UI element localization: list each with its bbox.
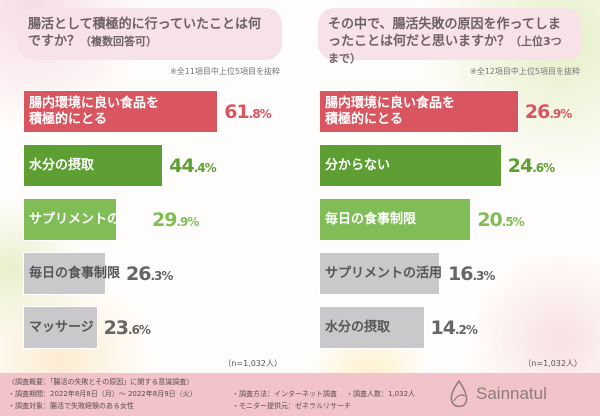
- bar: [23, 252, 107, 295]
- bar-value-int: 44: [169, 154, 194, 177]
- bar-value: 61.8%: [224, 100, 272, 123]
- bar-row: 分からない 24.6%: [319, 144, 571, 187]
- bar-value-int: 24: [507, 154, 533, 177]
- right-sample-size: （n=1,032人）: [523, 359, 582, 368]
- bar-value-int: 16: [448, 262, 473, 285]
- bar-label-line: 毎日の食事制限: [325, 211, 417, 227]
- bar-label: マッサージ: [23, 320, 98, 336]
- bar-value-dec: .9%: [176, 214, 199, 229]
- bar-label-line: 毎日の食事制限: [29, 265, 121, 281]
- bar-value: 23.6%: [103, 316, 151, 339]
- bar-value-int: 20: [477, 208, 502, 231]
- bar-value-dec: .5%: [501, 214, 525, 229]
- bar-label: 毎日の食事制限: [23, 266, 120, 282]
- survey-period: ・調査期間：2022年8月8日（月）～ 2022年8月9日（火）: [8, 390, 197, 398]
- bar-label-line: マッサージ: [29, 319, 94, 335]
- bar: [23, 144, 164, 187]
- right-question: その中で、腸活失敗の原因を作ってしまったことは何だと思いますか？（上位3つまで）: [318, 8, 582, 65]
- bar-value: 29.9%: [152, 208, 199, 231]
- brand-logo: Sainnatul: [448, 379, 547, 409]
- survey-target: ・調査対象：腸活で失敗経験のある女性: [8, 402, 134, 410]
- bar-value-int: 29: [152, 208, 177, 231]
- bar-label-line: 水分の摂取: [29, 157, 95, 173]
- survey-provider: ・モニター提供元：ゼネラルリサーチ: [232, 402, 351, 410]
- left-question: 腸活として積極的に行っていたことは何ですか？（複数回答可）: [18, 8, 282, 60]
- right-note: ※全12項目中上位5項目を抜粋: [470, 67, 580, 76]
- right-bars: 腸内環境に良い食品を 積極的にとる 26.9% 分からない 24.6% 毎日の食事制限 20…: [319, 90, 572, 360]
- bar-label: 水分の摂取: [23, 158, 163, 174]
- bar-label: 毎日の食事制限: [319, 212, 471, 228]
- bar-value-dec: .2%: [454, 322, 478, 337]
- bar-value: 14.2%: [430, 316, 478, 339]
- bar-value: 20.5%: [477, 208, 525, 231]
- drop-leaf-icon: [450, 379, 468, 408]
- bar-label: 腸内環境に良い食品を 積極的にとる: [319, 96, 519, 128]
- bar-label-line: 水分の摂取: [325, 319, 391, 335]
- bar-value-dec: .9%: [549, 106, 572, 121]
- bar: [319, 90, 519, 133]
- brand-name: Sainnatul: [476, 384, 547, 403]
- bar-value-dec: .4%: [193, 160, 217, 175]
- bar: [23, 90, 219, 133]
- bar-row: 水分の摂取 44.4%: [23, 144, 271, 187]
- bar-value-int: 61: [224, 100, 249, 123]
- bar-label-line: 腸内環境に良い食品を: [325, 95, 456, 111]
- bar-value-dec: .3%: [472, 268, 495, 283]
- bar: [319, 252, 441, 295]
- bar-label-line: 分からない: [325, 157, 391, 173]
- bar-row: 水分の摂取 14.2%: [319, 306, 571, 349]
- bar-value: 24.6%: [507, 154, 555, 177]
- bar-value: 26.9%: [524, 100, 572, 123]
- survey-overview: 〈調査概要：「腸活の失敗とその原因」に関する意識調査〉: [8, 378, 194, 386]
- bar-label-line: 積極的にとる: [325, 111, 404, 127]
- right-question-note: （上位3つまで）: [328, 35, 562, 65]
- left-chart: 腸活として積極的に行っていたことは何ですか？（複数回答可） ※全11項目中上位5…: [0, 0, 300, 372]
- bar: [23, 306, 98, 349]
- bar-label-line: 積極的にとる: [29, 111, 108, 127]
- bar-label: サプリメントの活用: [319, 266, 442, 282]
- bar-row: 腸内環境に良い食品を 積極的にとる 61.8%: [23, 90, 272, 133]
- survey-method: ・調査方法：インターネット調査: [232, 390, 337, 398]
- bar-value: 16.3%: [448, 262, 495, 285]
- bar-label-line: サプリメントの活用: [325, 265, 443, 281]
- bar-value-int: 26: [126, 262, 151, 285]
- bar: [319, 198, 472, 241]
- bar-label: サプリメントの活用: [23, 212, 146, 228]
- bar-row: サプリメントの活用 16.3%: [319, 252, 571, 295]
- left-note: ※全11項目中上位5項目を抜粋: [170, 67, 280, 76]
- left-question-note: （複数回答可）: [80, 35, 158, 48]
- survey-count: ・調査人数：1,032人: [346, 390, 416, 398]
- bar-value: 26.3%: [126, 262, 173, 285]
- bar-row: マッサージ 23.6%: [23, 306, 271, 349]
- left-sample-size: （n=1,032人）: [223, 359, 282, 368]
- bar-label-line: 腸内環境に良い食品を: [29, 95, 160, 111]
- bar: [23, 198, 118, 241]
- right-chart: その中で、腸活失敗の原因を作ってしまったことは何だと思いますか？（上位3つまで）…: [300, 0, 600, 372]
- bar-label: 分からない: [319, 158, 502, 174]
- left-bars: 腸内環境に良い食品を 積極的にとる 61.8% 水分の摂取 44.4% サプリメントの活用…: [23, 90, 272, 360]
- bar-value-int: 14: [430, 316, 456, 339]
- left-question-text: 腸活として積極的に行っていたことは何ですか？: [28, 17, 261, 49]
- bar-row: 毎日の食事制限 20.5%: [319, 198, 571, 241]
- bar-value-dec: .6%: [128, 322, 151, 337]
- survey-footer: 〈調査概要：「腸活の失敗とその原因」に関する意識調査〉 ・調査期間：2022年8…: [0, 373, 600, 416]
- bar-row: 腸内環境に良い食品を 積極的にとる 26.9%: [319, 90, 572, 133]
- bar-value-dec: .8%: [248, 106, 272, 121]
- bar-row: サプリメントの活用 29.9%: [23, 198, 271, 241]
- bar-value-dec: .6%: [532, 160, 555, 175]
- bar-label-line: サプリメントの活用: [29, 211, 147, 227]
- bar-label: 水分の摂取: [319, 320, 425, 336]
- bar-label: 腸内環境に良い食品を 積極的にとる: [23, 96, 218, 128]
- bar-value: 44.4%: [169, 154, 217, 177]
- bar-value-int: 26: [524, 100, 550, 123]
- bar-value-int: 23: [103, 316, 129, 339]
- right-question-text: その中で、腸活失敗の原因を作ってしまったことは何だと思いますか？: [328, 17, 561, 49]
- bar: [319, 306, 425, 349]
- bar-value-dec: .3%: [150, 268, 173, 283]
- bar: [319, 144, 502, 187]
- bar-row: 毎日の食事制限 26.3%: [23, 252, 271, 295]
